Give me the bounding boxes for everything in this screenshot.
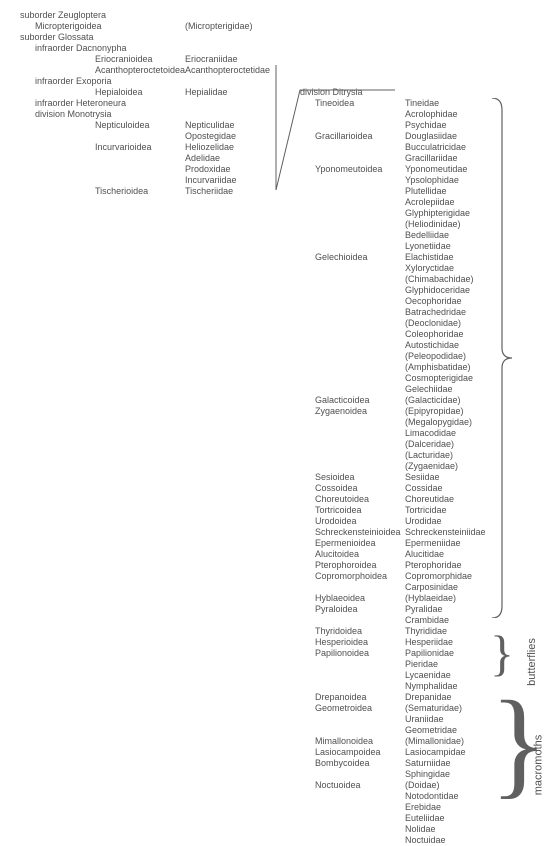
connector-line	[0, 0, 550, 784]
brace	[490, 98, 520, 618]
family-label: Euteliidae	[405, 813, 445, 824]
family-label: Erebidae	[405, 802, 441, 813]
family-label: Nolidae	[405, 824, 436, 835]
group-label: macromoths	[532, 735, 544, 796]
family-label: Notodontidae	[405, 791, 459, 802]
brace: }	[490, 628, 514, 678]
family-label: Noctuidae	[405, 835, 446, 846]
